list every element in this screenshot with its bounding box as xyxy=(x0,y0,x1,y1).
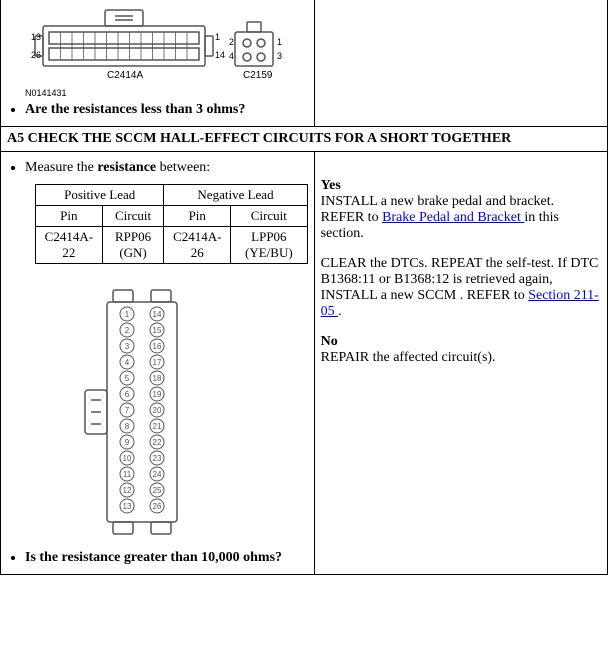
pos-pin-header: Pin xyxy=(36,206,103,227)
svg-text:26: 26 xyxy=(153,502,162,511)
link-brake-pedal[interactable]: Brake Pedal and Bracket xyxy=(382,210,524,225)
neg-lead-header: Negative Lead xyxy=(164,185,307,206)
pos-circuit-value: RPP06 (GN) xyxy=(102,227,164,264)
svg-text:25: 25 xyxy=(153,486,162,495)
pin-label-c2159-4: 4 xyxy=(229,51,234,61)
a5-question: Is the resistance greater than 10,000 oh… xyxy=(25,550,308,566)
pin-label-1: 1 xyxy=(215,32,220,42)
svg-text:17: 17 xyxy=(153,358,162,367)
no-text-1: REPAIR the affected circuit(s). xyxy=(321,350,601,366)
neg-circuit-header: Circuit xyxy=(231,206,308,227)
lead-table: Positive Lead Negative Lead Pin Circuit … xyxy=(35,184,308,264)
pin-label-14: 14 xyxy=(215,50,225,60)
svg-text:14: 14 xyxy=(153,310,162,319)
a5-heading: A5 CHECK THE SCCM HALL-EFFECT CIRCUITS F… xyxy=(1,127,608,152)
svg-text:2: 2 xyxy=(125,326,130,335)
neg-circuit-value: LPP06 (YE/BU) xyxy=(231,227,308,264)
connector-label-c2159: C2159 xyxy=(243,70,273,81)
neg-pin-header: Pin xyxy=(164,206,231,227)
a5-left-cell: Measure the resistance between: Positive… xyxy=(1,152,315,575)
top-right-cell xyxy=(314,0,607,127)
svg-text:18: 18 xyxy=(153,374,162,383)
svg-text:12: 12 xyxy=(123,486,132,495)
svg-text:13: 13 xyxy=(123,502,132,511)
svg-text:5: 5 xyxy=(125,374,130,383)
svg-text:3: 3 xyxy=(125,342,130,351)
svg-text:10: 10 xyxy=(123,454,132,463)
yes-text-1: INSTALL a new brake pedal and bracket. R… xyxy=(321,194,601,242)
svg-text:8: 8 xyxy=(125,422,130,431)
part-number: N0141431 xyxy=(25,88,308,98)
pin-label-13: 13 xyxy=(31,32,41,42)
pos-lead-header: Positive Lead xyxy=(36,185,164,206)
svg-text:7: 7 xyxy=(125,406,130,415)
connector-label-c2414a: C2414A xyxy=(107,70,143,81)
svg-text:24: 24 xyxy=(153,470,162,479)
svg-text:9: 9 xyxy=(125,438,130,447)
svg-text:4: 4 xyxy=(125,358,130,367)
a5-right-cell: Yes INSTALL a new brake pedal and bracke… xyxy=(314,152,607,575)
pin-label-c2159-1: 1 xyxy=(277,37,282,47)
svg-text:19: 19 xyxy=(153,390,162,399)
svg-text:6: 6 xyxy=(125,390,130,399)
svg-text:20: 20 xyxy=(153,406,162,415)
top-left-cell: 13 26 1 14 C2414A 1 3 xyxy=(1,0,315,127)
pos-circuit-header: Circuit xyxy=(102,206,164,227)
svg-text:22: 22 xyxy=(153,438,162,447)
diagnostic-table: 13 26 1 14 C2414A 1 3 xyxy=(0,0,608,575)
svg-text:15: 15 xyxy=(153,326,162,335)
measure-bullet: Measure the resistance between: xyxy=(25,160,308,176)
pin-label-c2159-2: 2 xyxy=(229,37,234,47)
svg-text:11: 11 xyxy=(123,470,132,479)
neg-pin-value: C2414A-26 xyxy=(164,227,231,264)
pos-pin-value: C2414A-22 xyxy=(36,227,103,264)
connector-diagram-top: 13 26 1 14 C2414A 1 3 xyxy=(25,8,285,88)
yes-text-2: CLEAR the DTCs. REPEAT the self-test. If… xyxy=(321,256,601,320)
svg-text:21: 21 xyxy=(153,422,162,431)
yes-label: Yes xyxy=(321,178,341,193)
top-question: Are the resistances less than 3 ohms? xyxy=(25,102,308,118)
connector-diagram-vertical: 1 14 2 15 3 16 4 17 5 18 6 19 7 20 8 21 9 22 10 23… xyxy=(57,282,217,542)
pin-label-c2159-3: 3 xyxy=(277,51,282,61)
pin-label-26: 26 xyxy=(31,50,41,60)
svg-text:1: 1 xyxy=(125,310,130,319)
svg-text:16: 16 xyxy=(153,342,162,351)
no-label: No xyxy=(321,334,338,349)
svg-text:23: 23 xyxy=(153,454,162,463)
